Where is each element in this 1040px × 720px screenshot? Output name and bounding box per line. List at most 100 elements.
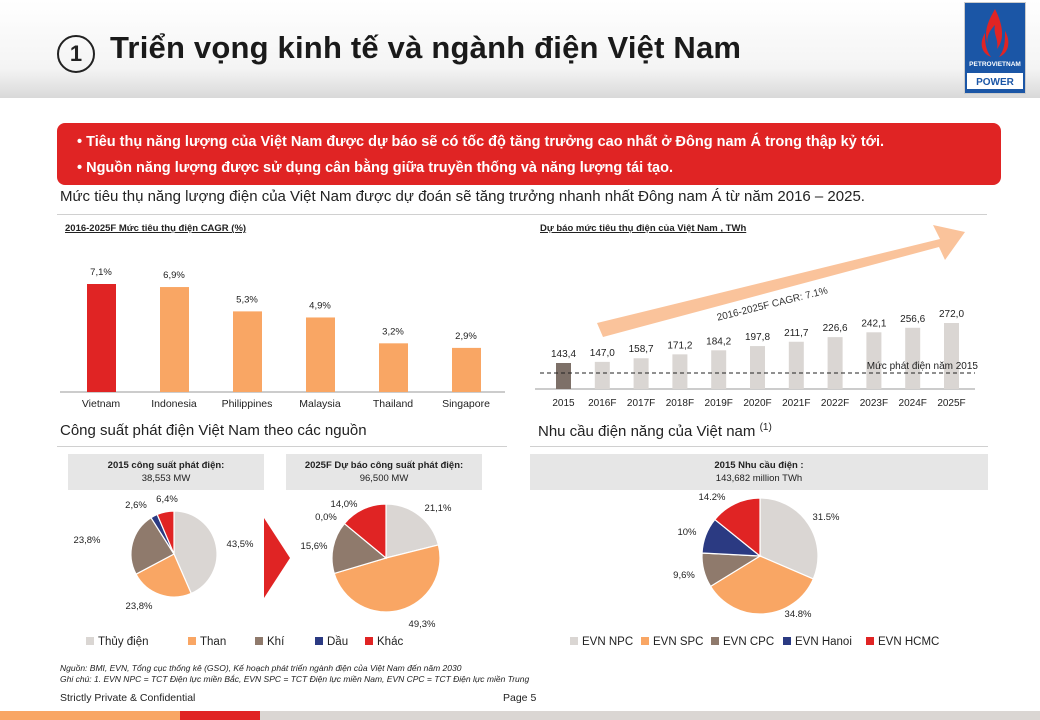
legend-label: Khí bbox=[267, 636, 285, 648]
legend-item-khác: Khác bbox=[365, 636, 403, 648]
legend-swatch bbox=[86, 637, 94, 645]
category-label: Malaysia bbox=[299, 398, 341, 410]
page-number: Page 5 bbox=[503, 692, 537, 704]
pie-slice-evn-npc bbox=[759, 497, 819, 580]
bar-value-label: 242,1 bbox=[861, 318, 886, 329]
pie-value-label: 9,6% bbox=[673, 570, 695, 581]
bar-value-label: 272,0 bbox=[939, 309, 964, 320]
pie-value-label: 0,0% bbox=[315, 512, 337, 523]
bar-value-label: 2,9% bbox=[455, 331, 477, 342]
bar-value-label: 4,9% bbox=[309, 300, 331, 311]
legend-item-evn-spc: EVN SPC bbox=[641, 636, 704, 648]
category-label: 2017F bbox=[627, 398, 655, 409]
pie-value-label: 34.8% bbox=[785, 609, 812, 620]
demand-2015-value: 143,682 million TWh bbox=[715, 473, 803, 484]
legend-label: Than bbox=[200, 636, 227, 648]
cagr-chart-title: 2016-2025F Mức tiêu thụ điện CAGR (%) bbox=[65, 223, 247, 234]
cagr-bar-chart: 7,1% Vietnam 6,9% Indonesia 5,3% Philippines 4… bbox=[60, 267, 505, 410]
divider bbox=[57, 214, 987, 215]
bar-2017f bbox=[633, 358, 649, 389]
demand-section-title: Nhu cầu điện năng của Việt nam (1) bbox=[538, 422, 772, 440]
highlight-box: • Tiêu thụ năng lượng của Việt Nam được … bbox=[57, 123, 1001, 185]
capacity-2015-value: 38,553 MW bbox=[141, 473, 191, 484]
footer-stripe bbox=[0, 711, 1040, 720]
pie-slice-khí bbox=[130, 516, 175, 575]
legend-label: EVN Hanoi bbox=[795, 636, 852, 648]
legend-label: EVN SPC bbox=[653, 636, 704, 648]
bar-value-label: 6,9% bbox=[163, 270, 185, 281]
forecast-chart-title: Dự báo mức tiêu thụ điện của Việt Nam , … bbox=[540, 223, 747, 234]
bar-value-label: 158,7 bbox=[629, 344, 654, 355]
legend-label: Thủy điện bbox=[98, 636, 149, 648]
pie-value-label: 15,6% bbox=[301, 541, 328, 552]
bar-vietnam bbox=[87, 284, 116, 392]
logo-text-bottom: POWER bbox=[976, 77, 1015, 88]
legend-label: Khác bbox=[377, 636, 404, 648]
bar-thailand bbox=[379, 343, 408, 392]
source-footnote: Nguồn: BMI, EVN, Tổng cục thống kê (GSO)… bbox=[60, 663, 529, 685]
category-label: 2020F bbox=[743, 398, 771, 409]
demand-footnote-ref: (1) bbox=[759, 422, 772, 433]
bar-2019f bbox=[711, 350, 727, 389]
pie-slice-khí bbox=[331, 522, 388, 575]
category-label: Thailand bbox=[373, 398, 413, 410]
legend-item-evn-npc: EVN NPC bbox=[570, 636, 633, 648]
pie-slice-evn-spc bbox=[709, 555, 815, 615]
legend-swatch bbox=[255, 637, 263, 645]
category-label: 2025F bbox=[937, 398, 965, 409]
pie-value-label: 23,8% bbox=[74, 535, 101, 546]
category-label: 2021F bbox=[782, 398, 810, 409]
bar-2024f bbox=[905, 327, 921, 389]
legend-label: EVN HCMC bbox=[878, 636, 940, 648]
pie-value-label: 49,3% bbox=[409, 619, 436, 630]
category-label: Singapore bbox=[442, 398, 490, 410]
pie-slice-thủy-điện bbox=[385, 503, 440, 559]
capacity-2015-pie: 43,5% 23,8% 23,8% 2,6% 6,4% bbox=[74, 494, 254, 612]
legend-label: EVN CPC bbox=[723, 636, 775, 648]
arrow-right-icon bbox=[264, 518, 290, 598]
section-number-badge: 1 bbox=[57, 35, 95, 73]
demand-2015-title: 2015 Nhu cầu điện : bbox=[714, 460, 804, 471]
legend-swatch bbox=[711, 637, 719, 645]
category-label: 2018F bbox=[666, 398, 694, 409]
category-label: 2015 bbox=[552, 398, 575, 409]
legend-swatch bbox=[866, 637, 874, 645]
capacity-2025-value: 96,500 MW bbox=[359, 473, 409, 484]
legend-label: EVN NPC bbox=[582, 636, 634, 648]
cagr-arrow-icon bbox=[597, 225, 965, 337]
legend-swatch bbox=[188, 637, 196, 645]
header-band bbox=[0, 0, 1040, 98]
bar-singapore bbox=[452, 347, 481, 392]
bar-indonesia bbox=[160, 287, 189, 392]
bar-2016f bbox=[594, 361, 610, 389]
legend-swatch bbox=[365, 637, 373, 645]
divider bbox=[530, 446, 988, 447]
bar-value-label: 171,2 bbox=[667, 340, 692, 351]
legend-label: Dầu bbox=[327, 636, 349, 648]
highlight-bullet-1: • Tiêu thụ năng lượng của Việt Nam được … bbox=[77, 134, 885, 150]
bar-2020f bbox=[750, 346, 765, 389]
legend-item-thủy-điện: Thủy điện bbox=[86, 636, 149, 648]
legend-swatch bbox=[570, 637, 578, 645]
bar-2021f bbox=[788, 341, 804, 389]
pie-slice-thủy-điện bbox=[173, 510, 218, 595]
bar-value-label: 211,7 bbox=[784, 328, 809, 339]
bar-value-label: 184,2 bbox=[706, 336, 731, 347]
petrovietnam-power-logo: PETROVIETNAM POWER bbox=[964, 2, 1026, 94]
bar-philippines bbox=[233, 311, 262, 392]
demand-pie: 31.5% 34.8% 9,6% 10% 14.2% bbox=[673, 492, 840, 620]
pie-value-label: 14,0% bbox=[331, 499, 358, 510]
divider bbox=[57, 446, 507, 447]
pie-value-label: 43,5% bbox=[227, 539, 254, 550]
legend-swatch bbox=[783, 637, 791, 645]
bar-value-label: 147,0 bbox=[590, 348, 615, 359]
pie-value-label: 23,8% bbox=[126, 601, 153, 612]
forecast-bar-chart: 2016-2025F CAGR: 7.1%143,42015147,02016F… bbox=[535, 225, 978, 409]
confidential-label: Strictly Private & Confidential bbox=[60, 692, 196, 704]
legend-swatch bbox=[315, 637, 323, 645]
pie-value-label: 2,6% bbox=[125, 500, 147, 511]
footnote-source: Nguồn: BMI, EVN, Tổng cục thống kê (GSO)… bbox=[60, 663, 462, 673]
category-label: 2019F bbox=[705, 398, 733, 409]
category-label: Vietnam bbox=[82, 398, 121, 410]
logo-text-top: PETROVIETNAM bbox=[969, 61, 1021, 68]
